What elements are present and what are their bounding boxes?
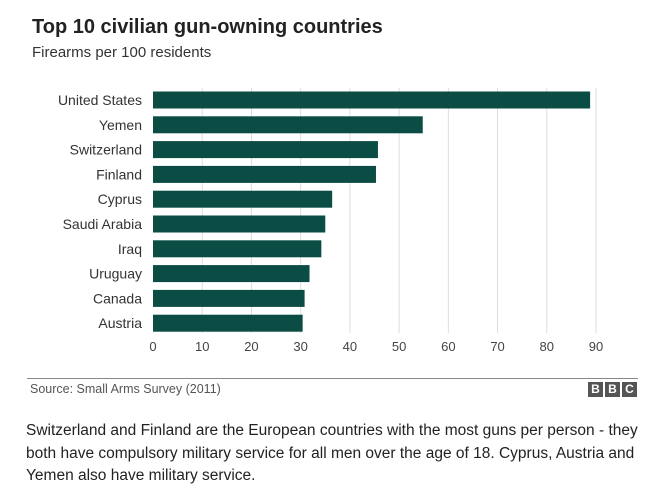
x-tick-label: 0	[149, 339, 156, 354]
logo-letter: B	[588, 382, 603, 397]
logo-letter: B	[605, 382, 620, 397]
x-tick-label: 50	[392, 339, 406, 354]
category-label: Uruguay	[89, 266, 142, 282]
category-label: Finland	[96, 166, 142, 182]
category-label: Saudi Arabia	[63, 216, 143, 232]
bbc-logo: B B C	[588, 382, 637, 397]
caption-text: Switzerland and Finland are the European…	[26, 422, 638, 484]
bar-chart: 0 10 20 30 40 50 60 70 80 90 United States Yemen Swi…	[58, 88, 603, 354]
category-label: Switzerland	[70, 142, 142, 158]
chart-subtitle: Firearms per 100 residents	[32, 44, 212, 61]
bar	[153, 240, 322, 258]
bar	[153, 289, 305, 307]
logo-letter: C	[622, 382, 637, 397]
x-tick-label: 60	[441, 339, 455, 354]
x-tick-label: 90	[589, 339, 603, 354]
bar	[153, 215, 326, 233]
bar	[153, 141, 378, 159]
x-tick-label: 20	[244, 339, 258, 354]
x-tick-label: 40	[343, 339, 357, 354]
category-label: Iraq	[118, 241, 142, 257]
bar	[153, 265, 310, 283]
divider	[27, 378, 638, 379]
category-label: Canada	[93, 290, 142, 306]
bar	[153, 314, 303, 332]
x-tick-label: 70	[490, 339, 504, 354]
bar	[153, 190, 333, 208]
category-label: Austria	[98, 315, 142, 331]
bar	[153, 116, 423, 134]
category-label: United States	[58, 92, 142, 108]
bar	[153, 165, 376, 183]
source-note: Source: Small Arms Survey (2011)	[30, 382, 221, 396]
x-tick-label: 10	[195, 339, 209, 354]
category-label: Cyprus	[98, 191, 142, 207]
category-label: Yemen	[99, 117, 142, 133]
x-tick-label: 30	[293, 339, 307, 354]
x-tick-label: 80	[540, 339, 554, 354]
bar	[153, 91, 591, 109]
chart-title: Top 10 civilian gun-owning countries	[32, 16, 383, 38]
